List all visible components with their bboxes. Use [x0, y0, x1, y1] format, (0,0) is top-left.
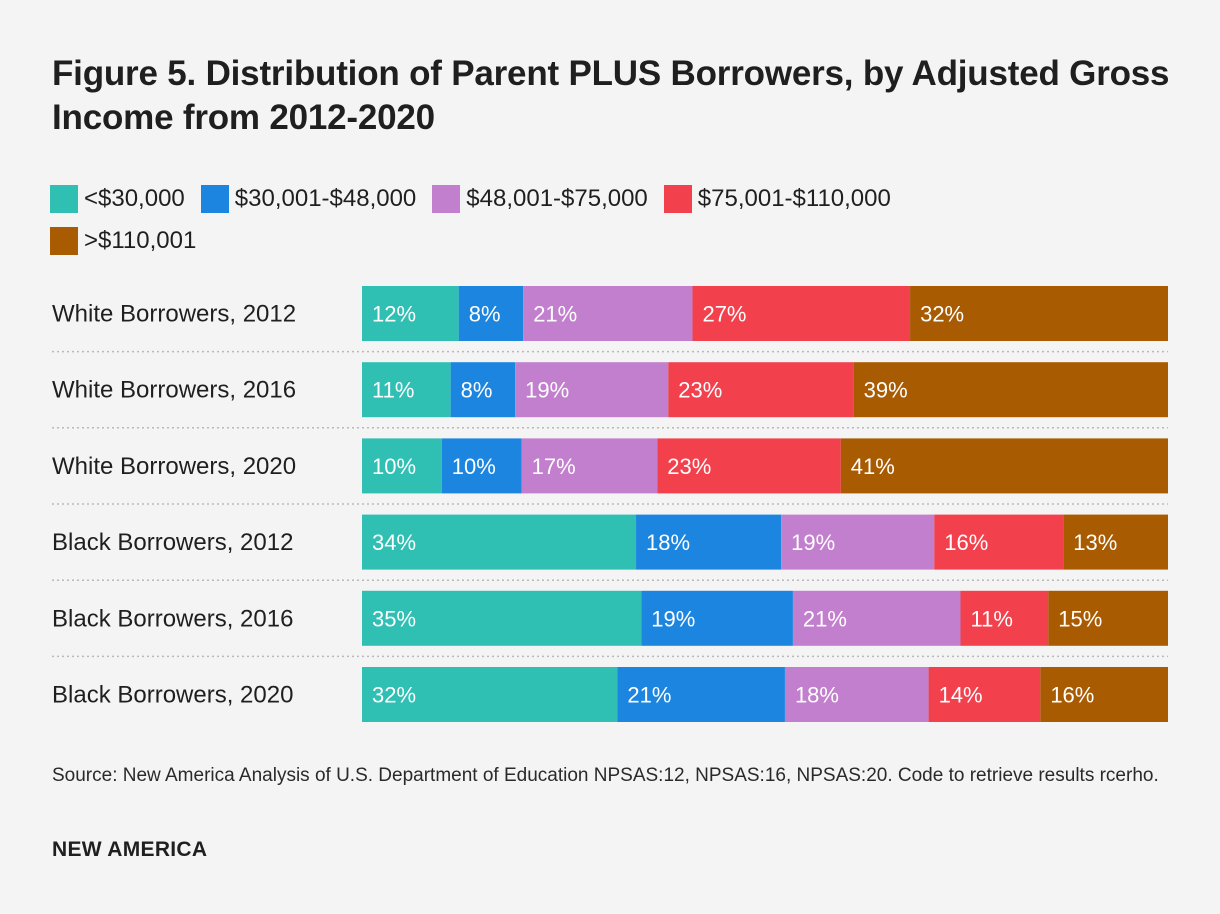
chart-title: Figure 5. Distribution of Parent PLUS Bo…: [52, 54, 1170, 137]
legend-swatch: [50, 227, 78, 255]
legend-item: >$110,001: [50, 225, 196, 257]
data-label: 10%: [452, 454, 496, 479]
brand-wordmark: NEW AMERICA: [52, 838, 208, 861]
bar-segment: [362, 590, 642, 646]
data-label: 8%: [461, 378, 493, 403]
data-label: 11%: [971, 606, 1013, 631]
bar-segment: [657, 438, 841, 494]
bar-segment: [641, 590, 793, 646]
data-label: 19%: [791, 530, 835, 555]
data-label: 18%: [795, 683, 839, 708]
row-label: Black Borrowers, 2020: [52, 682, 293, 709]
bar-segment: [853, 362, 1168, 418]
data-label: 16%: [944, 530, 988, 555]
bar-segment: [692, 286, 911, 341]
data-label: 8%: [469, 302, 501, 327]
data-label: 32%: [372, 683, 416, 708]
row-label: White Borrowers, 2020: [52, 453, 296, 480]
legend-label: <$30,000: [84, 185, 185, 212]
bar-segment: [1040, 667, 1168, 722]
data-label: 39%: [864, 378, 908, 403]
bar-segment: [362, 514, 637, 570]
data-label: 15%: [1058, 606, 1102, 631]
data-label: 35%: [372, 606, 416, 631]
legend-label: $48,001-$75,000: [466, 185, 648, 212]
bar-segment: [668, 362, 854, 418]
bar-segment: [450, 362, 516, 418]
data-label: 34%: [372, 530, 416, 555]
bar-segment: [617, 667, 785, 722]
data-label: 41%: [851, 454, 895, 479]
data-label: 32%: [920, 302, 964, 327]
legend: <$30,000 $30,001-$48,000 $48,001-$75,000 $7…: [50, 183, 1050, 257]
bar-segment: [515, 362, 669, 418]
data-label: 21%: [803, 606, 847, 631]
bar-segment: [910, 286, 1168, 341]
data-label: 21%: [627, 683, 671, 708]
legend-swatch: [432, 185, 461, 213]
bar-segment: [784, 667, 929, 722]
legend-label: >$110,001: [84, 227, 197, 254]
data-label: 11%: [372, 378, 414, 403]
bar-segment: [1063, 514, 1168, 570]
data-label: 23%: [678, 378, 722, 403]
data-label: 18%: [646, 530, 690, 555]
data-label: 19%: [651, 606, 695, 631]
legend-item: $75,001-$110,000: [663, 183, 891, 215]
data-label: 19%: [525, 378, 569, 403]
bar-segment: [458, 286, 524, 341]
bar-segment: [934, 514, 1064, 570]
data-label: 14%: [939, 683, 983, 708]
bar-segment: [362, 286, 459, 341]
legend-item: $48,001-$75,000: [432, 183, 648, 215]
legend-swatch: [50, 185, 78, 213]
data-label: 10%: [372, 454, 416, 479]
row-label: Black Borrowers, 2012: [52, 529, 293, 556]
data-label: 12%: [372, 302, 416, 327]
legend-swatch: [200, 185, 229, 213]
data-label: 16%: [1050, 683, 1094, 708]
row-label: Black Borrowers, 2016: [52, 605, 293, 632]
legend-swatch: [663, 185, 692, 213]
bar-segment: [960, 590, 1049, 646]
bar-segment: [840, 438, 1168, 494]
legend-label: $75,001-$110,000: [697, 185, 891, 212]
stacked-bar-chart: White Borrowers, 2012 12% 8% 21% 27% 32% White…: [52, 286, 1168, 722]
data-label: 21%: [533, 302, 577, 327]
legend-item: <$30,000: [50, 183, 185, 215]
bar-segment: [636, 514, 782, 570]
bar-segment: [441, 438, 522, 494]
bar-segment: [792, 590, 961, 646]
data-label: 13%: [1073, 530, 1117, 555]
bar-segment: [928, 667, 1041, 722]
bar-segment: [1048, 590, 1168, 646]
bar-segment: [521, 438, 658, 494]
bar-segment: [362, 362, 451, 418]
bar-segment: [362, 438, 442, 494]
legend-label: $30,001-$48,000: [234, 185, 417, 212]
bar-segment: [523, 286, 693, 341]
data-label: 17%: [532, 454, 576, 479]
source-note: Source: New America Analysis of U.S. Dep…: [52, 765, 1159, 786]
legend-item: $30,001-$48,000: [200, 183, 417, 215]
row-label: White Borrowers, 2016: [52, 377, 296, 404]
bar-segment: [781, 514, 935, 570]
data-label: 23%: [667, 454, 711, 479]
data-label: 27%: [702, 302, 746, 327]
bar-segment: [362, 667, 618, 722]
row-label: White Borrowers, 2012: [52, 301, 296, 328]
